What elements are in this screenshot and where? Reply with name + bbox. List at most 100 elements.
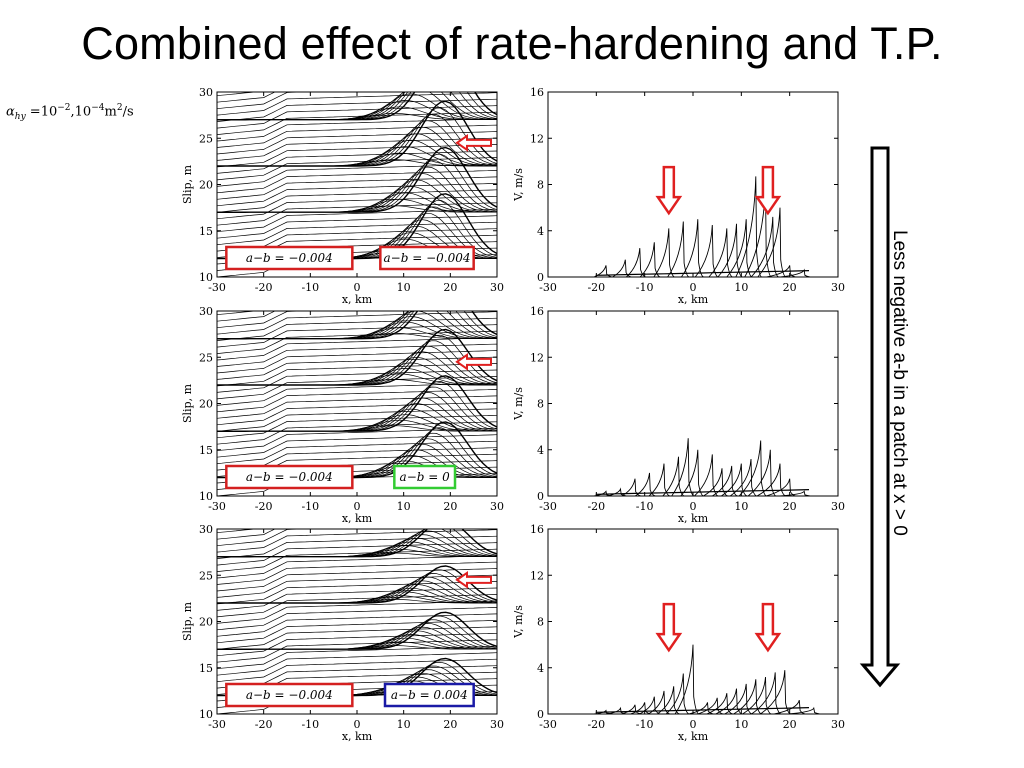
slip-interseismic-curve xyxy=(217,607,497,631)
slip-interseismic-curve xyxy=(217,176,497,200)
slip-interseismic-curve xyxy=(217,137,497,161)
velocity-peak xyxy=(671,438,695,497)
slip-coseismic-curve xyxy=(217,311,497,340)
y-tick-label: 16 xyxy=(530,305,544,318)
param-unit: m xyxy=(104,104,117,120)
x-tick-label: -20 xyxy=(587,718,605,731)
y-tick-label: 10 xyxy=(199,490,213,503)
x-axis-label: x, km xyxy=(678,730,709,743)
y-tick-label: 20 xyxy=(199,616,213,629)
slip-interseismic-curve xyxy=(217,658,497,682)
y-tick-label: 15 xyxy=(199,662,213,675)
x-tick-label: -10 xyxy=(301,500,319,513)
x-tick-label: -30 xyxy=(539,500,557,513)
slip-interseismic-curve xyxy=(217,221,497,245)
x-tick-label: -20 xyxy=(255,281,273,294)
velocity-peak xyxy=(694,454,719,497)
velocity-peak xyxy=(626,248,646,278)
velocity-peak xyxy=(717,223,743,278)
y-tick-label: 8 xyxy=(537,179,544,192)
y-tick-label: 15 xyxy=(199,444,213,457)
velocity-peak xyxy=(726,219,753,278)
x-tick-label: 0 xyxy=(690,718,697,731)
y-tick-label: 30 xyxy=(199,523,213,536)
ab-box-green xyxy=(393,464,457,490)
slip-interseismic-curve xyxy=(217,317,497,341)
slip-interseismic-curve xyxy=(217,376,497,400)
y-tick-label: 4 xyxy=(537,444,544,457)
x-tick-label: 30 xyxy=(831,500,845,513)
slip-interseismic-curve xyxy=(217,92,314,110)
y-axis-label: V, m/s xyxy=(512,387,525,421)
slip-coseismic-curve xyxy=(217,192,497,213)
velocity-peak xyxy=(706,693,733,715)
velocity-peak xyxy=(750,216,779,278)
x-tick-label: 30 xyxy=(831,281,845,294)
hollow-arrow-icon xyxy=(455,570,492,589)
slip-interseismic-curve xyxy=(217,440,497,464)
slip-interseismic-curve xyxy=(217,594,497,618)
velocity-peak xyxy=(733,679,762,715)
slip-interseismic-curve xyxy=(217,421,497,445)
x-tick-label: 30 xyxy=(831,718,845,731)
x-tick-label: 30 xyxy=(490,500,504,513)
ab-box-red xyxy=(379,245,475,271)
velocity-peak xyxy=(735,176,762,278)
slip-interseismic-curve xyxy=(217,568,497,592)
x-tick-label: 10 xyxy=(734,718,748,731)
y-tick-label: 16 xyxy=(530,86,544,99)
velocity-curves xyxy=(593,176,811,278)
slip-interseismic-curve xyxy=(217,67,497,89)
velocity-base-curve xyxy=(595,707,810,713)
x-tick-label: -20 xyxy=(255,500,273,513)
velocity-peak xyxy=(621,478,641,497)
slip-interseismic-curve xyxy=(217,639,497,663)
x-axis-label: x, km xyxy=(678,512,709,525)
slip-interseismic-curve xyxy=(217,427,497,452)
velocity-peak xyxy=(729,458,757,497)
velocity-peak xyxy=(742,676,772,715)
y-tick-label: 12 xyxy=(530,569,544,582)
plot-frame xyxy=(547,91,839,278)
slip-interseismic-curve xyxy=(217,189,497,213)
slip-interseismic-curve xyxy=(217,343,497,367)
velocity-base-curve xyxy=(595,489,810,495)
y-axis-label: Slip, m xyxy=(181,164,194,204)
slip-coseismic-curve xyxy=(217,392,497,432)
velocity-peak xyxy=(712,465,738,497)
y-axis-label: Slip, m xyxy=(181,383,194,423)
x-tick-label: -30 xyxy=(539,718,557,731)
slip-interseismic-curve xyxy=(217,150,497,174)
red-down-arrow-icon xyxy=(655,602,683,653)
y-tick-label: 0 xyxy=(537,271,544,284)
y-tick-label: 30 xyxy=(199,305,213,318)
velocity-peak xyxy=(593,265,612,278)
velocity-peak xyxy=(703,468,728,497)
slip-interseismic-curve xyxy=(217,311,276,322)
x-tick-label: 20 xyxy=(783,718,797,731)
param-unit-exp: 2 xyxy=(116,103,123,113)
y-axis-label: V, m/s xyxy=(512,605,525,639)
slip-interseismic-curve xyxy=(217,369,497,393)
velocity-peak xyxy=(681,219,704,278)
velocity-peak xyxy=(662,456,685,497)
slip-interseismic-curve xyxy=(217,574,497,598)
red-down-arrow-icon xyxy=(655,165,683,216)
param-subscript: hy xyxy=(14,111,26,122)
slip-coseismic-curve xyxy=(217,146,497,213)
velocity-peak xyxy=(779,490,811,497)
ab-label: a−b = 0.004 xyxy=(391,688,468,702)
x-tick-label: 10 xyxy=(397,500,411,513)
x-tick-label: 0 xyxy=(354,281,361,294)
slip-interseismic-curve xyxy=(217,337,497,361)
velocity-peak xyxy=(656,686,680,715)
y-tick-label: 25 xyxy=(199,132,213,145)
ab-label: a−b = −0.004 xyxy=(246,688,333,702)
velocity-base-curve xyxy=(595,270,810,276)
red-down-arrow-icon xyxy=(754,602,782,653)
slip-interseismic-curve xyxy=(217,92,276,103)
slip-coseismic-curve xyxy=(217,173,497,213)
x-tick-label: 20 xyxy=(443,500,457,513)
slip-interseismic-curve xyxy=(217,619,497,644)
slip-interseismic-curve xyxy=(217,311,497,335)
